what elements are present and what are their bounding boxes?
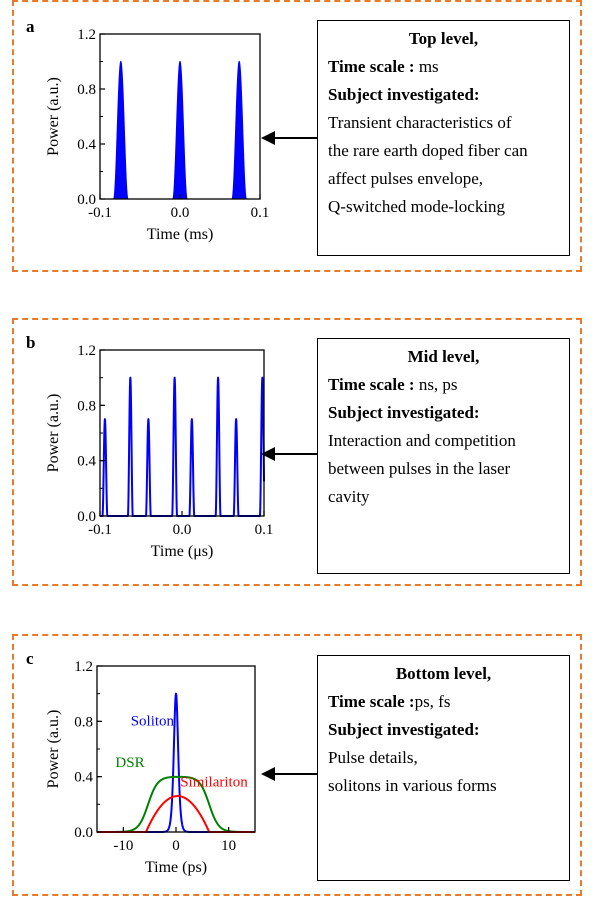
y-tick-label: 0.0 xyxy=(77,509,96,525)
panel-letter: a xyxy=(26,17,35,36)
subject-line: between pulses in the laser xyxy=(328,459,511,478)
panel-b: b 0.0 0.4 0.8 1.2 -0.1 0.0 0.1 Time (μs) Power (a… xyxy=(12,318,582,586)
y-axis-title: Power (a.u.) xyxy=(45,710,62,789)
x-tick-label: -0.1 xyxy=(88,522,112,538)
y-tick-label: 0.8 xyxy=(77,398,96,414)
y-tick-label: 0.4 xyxy=(77,137,96,153)
arrow-c xyxy=(261,767,325,781)
y-tick-label: 0.4 xyxy=(74,770,93,786)
series-area xyxy=(100,60,260,200)
time-scale-value: ps, fs xyxy=(414,692,451,711)
arrow-a xyxy=(261,131,325,145)
y-tick-label: 0.0 xyxy=(74,825,93,841)
x-axis-title: Time (ms) xyxy=(147,226,214,243)
panel-letter: c xyxy=(26,649,34,668)
x-tick-label: 0 xyxy=(172,838,180,854)
x-tick-label: 0.1 xyxy=(251,205,270,221)
plot-frame xyxy=(96,665,256,833)
time-scale-label: Time scale : xyxy=(328,375,415,394)
subject-label: Subject investigated: xyxy=(328,403,480,422)
series-line xyxy=(96,795,256,833)
subject-line: Q-switched mode-locking xyxy=(328,197,506,216)
subject-label: Subject investigated: xyxy=(328,720,480,739)
series-line xyxy=(99,376,265,517)
x-tick-label: 0.0 xyxy=(173,522,192,538)
series-label: Soliton xyxy=(131,713,175,729)
panel-c: c Soliton DSR Similariton 0.0 0.4 0.8 1.2 -10 0 10… xyxy=(12,634,582,896)
time-scale-value: ms xyxy=(414,57,439,76)
y-tick-label: 0.0 xyxy=(77,192,96,208)
y-tick-label: 1.2 xyxy=(74,659,93,675)
info-box-a: Top level, Time scale : ms Subject inves… xyxy=(317,20,570,256)
time-scale-line: Time scale : ms xyxy=(328,53,559,81)
x-axis-title: Time (μs) xyxy=(151,543,214,560)
time-scale-label: Time scale : xyxy=(328,57,415,76)
y-tick-label: 1.2 xyxy=(77,343,96,359)
arrow-b xyxy=(261,447,325,461)
subject-line: Interaction and competition xyxy=(328,431,516,450)
subject-label: Subject investigated: xyxy=(328,85,480,104)
subject-line: the rare earth doped fiber can xyxy=(328,141,528,160)
info-heading: Bottom level, xyxy=(395,664,492,683)
series-label: DSR xyxy=(115,755,144,771)
y-axis-title: Power (a.u.) xyxy=(45,394,62,473)
info-heading: Mid level, xyxy=(407,347,480,366)
y-tick-label: 0.4 xyxy=(77,454,96,470)
time-scale-line: Time scale : ns, ps xyxy=(328,371,559,399)
x-tick-label: 10 xyxy=(221,838,236,854)
subject-line: cavity xyxy=(328,487,370,506)
y-tick-label: 0.8 xyxy=(77,82,96,98)
x-tick-label: 0.1 xyxy=(255,522,274,538)
time-scale-label: Time scale : xyxy=(328,692,415,711)
time-scale-value: ns, ps xyxy=(414,375,458,394)
x-tick-label: 0.0 xyxy=(171,205,190,221)
plot-frame xyxy=(99,349,265,517)
series-label: Similariton xyxy=(180,774,248,790)
info-heading: Top level, xyxy=(408,29,479,48)
x-tick-label: -10 xyxy=(113,838,133,854)
subject-line: solitons in various forms xyxy=(328,776,497,795)
y-tick-label: 0.8 xyxy=(74,714,93,730)
panel-a: a 0.0 0.4 0.8 1.2 -0.1 0.0 0.1 Time (ms) Power (a… xyxy=(12,0,582,272)
panel-letter: b xyxy=(26,333,35,352)
info-box-b: Mid level, Time scale : ns, ps Subject i… xyxy=(317,338,570,574)
time-scale-line: Time scale :ps, fs xyxy=(328,688,559,716)
x-tick-label: -0.1 xyxy=(88,205,112,221)
subject-line: Transient characteristics of xyxy=(328,113,512,132)
info-box-c: Bottom level, Time scale :ps, fs Subject… xyxy=(317,655,570,881)
chart-c: c Soliton DSR Similariton 0.0 0.4 0.8 1.2 -10 0 10… xyxy=(26,649,256,876)
x-axis-title: Time (ps) xyxy=(145,859,207,876)
y-axis-title: Power (a.u.) xyxy=(45,77,62,156)
y-tick-label: 1.2 xyxy=(77,27,96,43)
subject-line: affect pulses envelope, xyxy=(328,169,483,188)
subject-line: Pulse details, xyxy=(328,748,418,767)
